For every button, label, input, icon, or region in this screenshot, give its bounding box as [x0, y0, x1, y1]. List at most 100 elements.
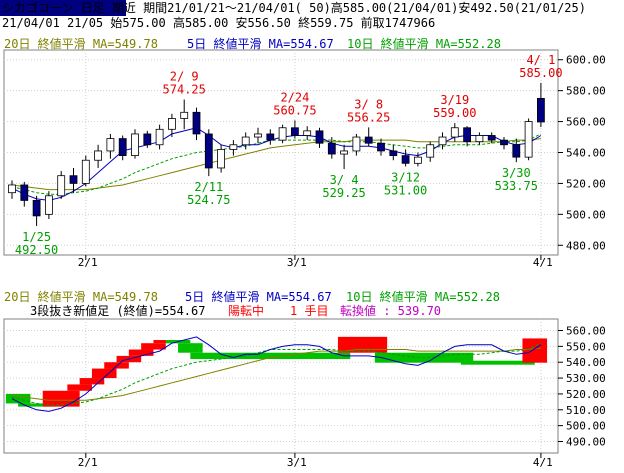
new-price-box-up: [128, 349, 154, 356]
x-tick-label: 3/1: [287, 456, 307, 469]
ma5-line-bottom: [11, 336, 542, 412]
ma5-line: [11, 127, 542, 201]
peak-price-label: 556.25: [347, 110, 390, 124]
y-tick-label: 600.00: [566, 54, 606, 67]
peak-price-label: 585.00: [519, 66, 562, 80]
legend-ma5: 5日 終値平滑 MA=554.67: [187, 36, 334, 51]
trough-price-label: 533.75: [495, 179, 538, 193]
ma10-line-bottom: [11, 342, 542, 406]
peak-date-label: 4/ 1: [526, 53, 555, 67]
candle-up: [45, 195, 53, 215]
new-price-box-up: [141, 343, 166, 350]
candle-up: [167, 118, 176, 130]
candle-down: [266, 133, 275, 141]
y-tick-label: 560.00: [566, 116, 606, 129]
bottom-info-state: 陽転中: [228, 303, 264, 318]
candle-up: [450, 127, 459, 138]
ma10-line: [11, 133, 542, 195]
candle-up: [155, 128, 164, 146]
bottom-info-reversal: 転換値 : 539.70: [340, 303, 441, 318]
new-price-box-up: [337, 336, 388, 353]
trough-date-label: 3/ 4: [330, 173, 359, 187]
trough-price-label: 531.00: [384, 183, 427, 197]
candle-up: [413, 156, 422, 164]
trough-price-label: 524.75: [187, 193, 230, 207]
candle-down: [401, 155, 410, 164]
trough-date-label: 3/30: [502, 166, 531, 180]
y-tick-label: 580.00: [566, 85, 606, 98]
candle-down: [500, 139, 508, 146]
candle-up: [8, 184, 16, 194]
candle-up: [94, 150, 102, 161]
x-tick-label: 4/1: [533, 256, 553, 269]
candle-up: [241, 136, 250, 146]
candle-down: [487, 135, 496, 141]
trough-price-label: 529.25: [322, 186, 365, 200]
x-tick-label: 2/1: [78, 256, 98, 269]
new-price-box-up: [67, 384, 92, 391]
y-tick-label: 520.00: [566, 177, 606, 190]
candle-down: [463, 127, 472, 143]
bottom-legend-ma20: 20日 終値平滑 MA=549.78: [4, 289, 158, 304]
candle-down: [143, 133, 152, 146]
new-price-box-up: [79, 378, 105, 385]
candle-down: [192, 111, 201, 135]
bottom-legend-ma5: 5日 終値平滑 MA=554.67: [185, 289, 332, 304]
peak-price-label: 559.00: [433, 106, 476, 120]
new-price-box-up: [522, 338, 548, 363]
bottom-legend-ma10: 10日 終値平滑 MA=552.28: [346, 289, 500, 304]
y-tick-label: 500.00: [566, 208, 606, 221]
candle-up: [81, 159, 90, 184]
candle-up: [278, 127, 287, 141]
candle-up: [180, 111, 189, 119]
new-price-box-up: [104, 362, 129, 369]
candle-up: [438, 136, 447, 146]
candle-down: [537, 97, 545, 123]
x-tick-label: 2/1: [78, 456, 98, 469]
header-line2: 21/04/01 21/05 始575.00 高585.00 安556.50 終…: [2, 15, 435, 30]
peak-date-label: 2/24: [280, 90, 309, 104]
peak-date-label: 3/ 8: [354, 97, 383, 111]
trough-date-label: 3/12: [391, 170, 420, 184]
y-tick-label: 540.00: [566, 356, 606, 369]
candle-up: [254, 133, 262, 138]
trough-price-label: 492.50: [15, 243, 58, 257]
candle-down: [377, 142, 385, 152]
candle-up: [524, 121, 533, 158]
y-tick-label: 500.00: [566, 420, 606, 433]
candle-down: [204, 133, 213, 169]
candle-up: [303, 130, 312, 136]
candle-up: [217, 149, 226, 169]
candle-down: [327, 142, 336, 155]
candle-down: [364, 136, 373, 144]
trough-date-label: 2/11: [194, 180, 223, 194]
candle-up: [57, 175, 66, 197]
y-tick-label: 480.00: [566, 239, 606, 252]
new-price-panel: 490.00 500.00 510.00 520.00 530.00 540.00 550.…: [3, 318, 606, 469]
legend-ma10: 10日 終値平滑 MA=552.28: [347, 36, 501, 51]
peak-price-label: 560.75: [273, 103, 316, 117]
trough-date-label: 1/25: [22, 230, 51, 244]
ma20-line-bottom: [11, 347, 541, 401]
candle-up: [475, 135, 484, 143]
bottom-info-close: 3段抜き新値足 (終値)=554.67: [30, 303, 205, 318]
legend-ma20: 20日 終値平滑 MA=549.78: [4, 36, 158, 51]
candle-down: [315, 130, 324, 144]
candle-up: [426, 144, 435, 158]
candle-down: [20, 184, 29, 201]
candle-down: [32, 200, 41, 217]
candle-down: [389, 150, 398, 156]
candle-down: [512, 144, 521, 158]
y-tick-label: 530.00: [566, 372, 606, 385]
candle-up: [340, 150, 349, 155]
x-tick-label: 3/1: [287, 256, 307, 269]
new-price-box-down: [190, 352, 351, 360]
candle-up: [131, 133, 139, 156]
peak-date-label: 3/19: [440, 93, 469, 107]
title-highlight: [0, 0, 126, 16]
y-tick-label: 510.00: [566, 404, 606, 417]
new-price-box-down: [178, 343, 203, 353]
peak-price-label: 574.25: [163, 83, 206, 97]
candle-down: [118, 138, 127, 156]
